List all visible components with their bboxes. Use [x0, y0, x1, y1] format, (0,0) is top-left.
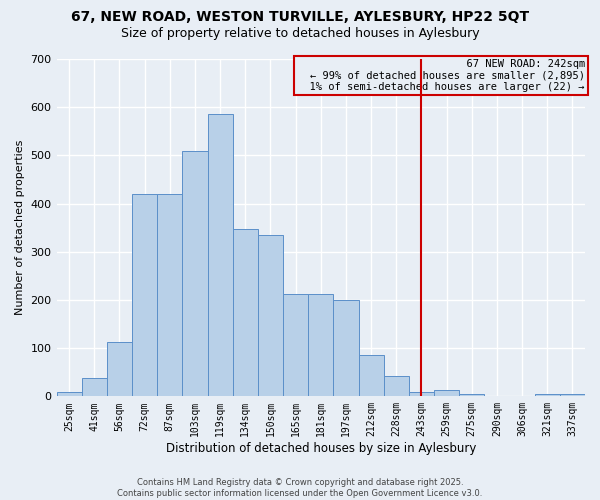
- Bar: [182, 150, 208, 396]
- Text: 67 NEW ROAD: 242sqm
← 99% of detached houses are smaller (2,895)
  1% of semi-de: 67 NEW ROAD: 242sqm ← 99% of detached ho…: [298, 59, 585, 92]
- Y-axis label: Number of detached properties: Number of detached properties: [15, 140, 25, 316]
- X-axis label: Distribution of detached houses by size in Aylesbury: Distribution of detached houses by size …: [166, 442, 476, 455]
- Bar: [383, 376, 409, 396]
- Bar: [334, 300, 359, 396]
- Bar: [233, 228, 258, 396]
- Bar: [107, 342, 132, 396]
- Bar: [560, 394, 585, 396]
- Bar: [409, 392, 434, 396]
- Bar: [359, 356, 383, 397]
- Text: Size of property relative to detached houses in Aylesbury: Size of property relative to detached ho…: [121, 28, 479, 40]
- Bar: [82, 378, 107, 396]
- Bar: [208, 114, 233, 396]
- Bar: [459, 394, 484, 396]
- Bar: [434, 390, 459, 396]
- Bar: [308, 294, 334, 397]
- Text: 67, NEW ROAD, WESTON TURVILLE, AYLESBURY, HP22 5QT: 67, NEW ROAD, WESTON TURVILLE, AYLESBURY…: [71, 10, 529, 24]
- Bar: [535, 394, 560, 396]
- Bar: [132, 194, 157, 396]
- Bar: [157, 194, 182, 396]
- Bar: [56, 392, 82, 396]
- Bar: [283, 294, 308, 397]
- Text: Contains HM Land Registry data © Crown copyright and database right 2025.
Contai: Contains HM Land Registry data © Crown c…: [118, 478, 482, 498]
- Bar: [258, 235, 283, 396]
